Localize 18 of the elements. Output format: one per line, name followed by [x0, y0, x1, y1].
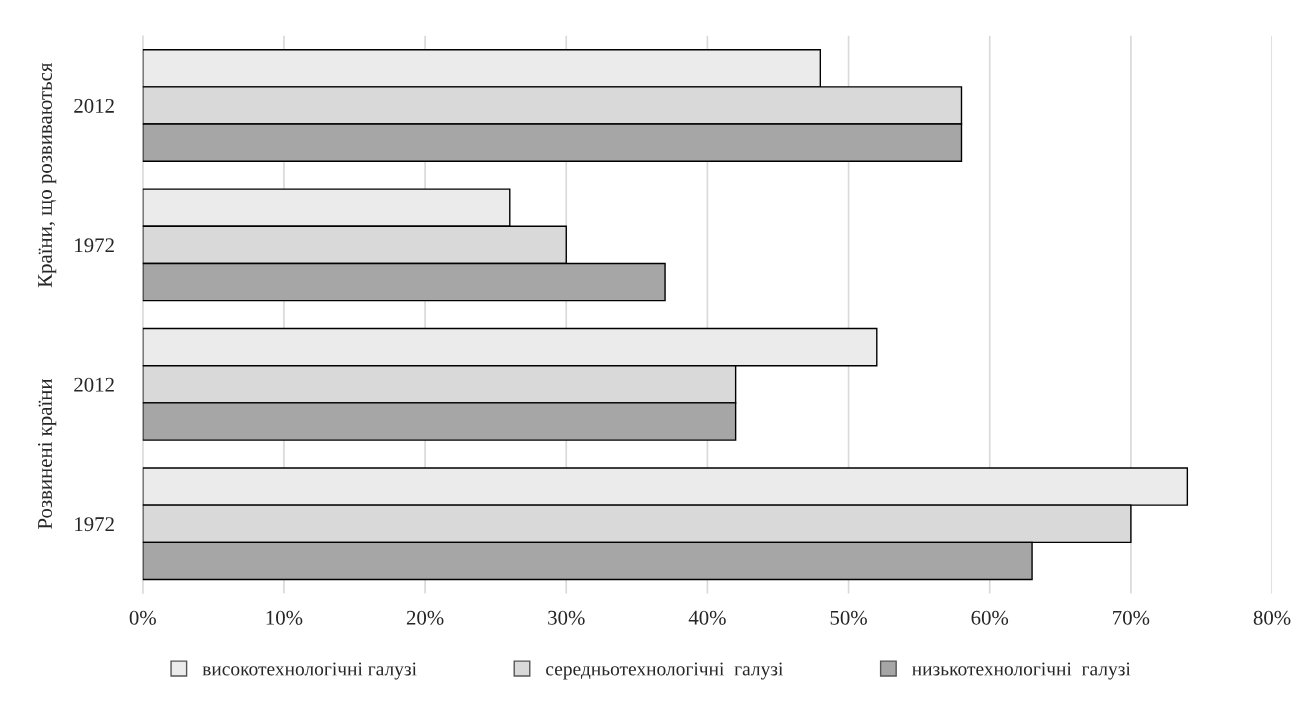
x-tick-label: 10%: [266, 610, 303, 625]
y-tick-label: 1972: [75, 238, 114, 253]
legend-label: середньотехнологічні галузі: [546, 662, 784, 680]
x-tick-label: 40%: [688, 610, 726, 625]
legend-label: низькотехнологічні галузі: [912, 662, 1131, 680]
x-tick-label: 0%: [129, 610, 156, 625]
x-tick-label: 30%: [548, 610, 585, 625]
x-tick-label: 60%: [971, 610, 1009, 625]
x-tick-label: 70%: [1113, 610, 1150, 625]
legend-label: високотехнологічні галузі: [202, 662, 417, 680]
y-tick-label: 1972: [75, 517, 114, 532]
y-tick-label: 2012: [74, 377, 114, 392]
x-tick-label: 50%: [830, 610, 867, 625]
text: Розвинені країни: [38, 378, 57, 529]
x-tick-label: 20%: [406, 610, 444, 625]
x-tick-label: 80%: [1253, 610, 1291, 625]
text: Країни, що розвиваються: [38, 62, 57, 288]
y-tick-label: 2012: [74, 98, 114, 113]
